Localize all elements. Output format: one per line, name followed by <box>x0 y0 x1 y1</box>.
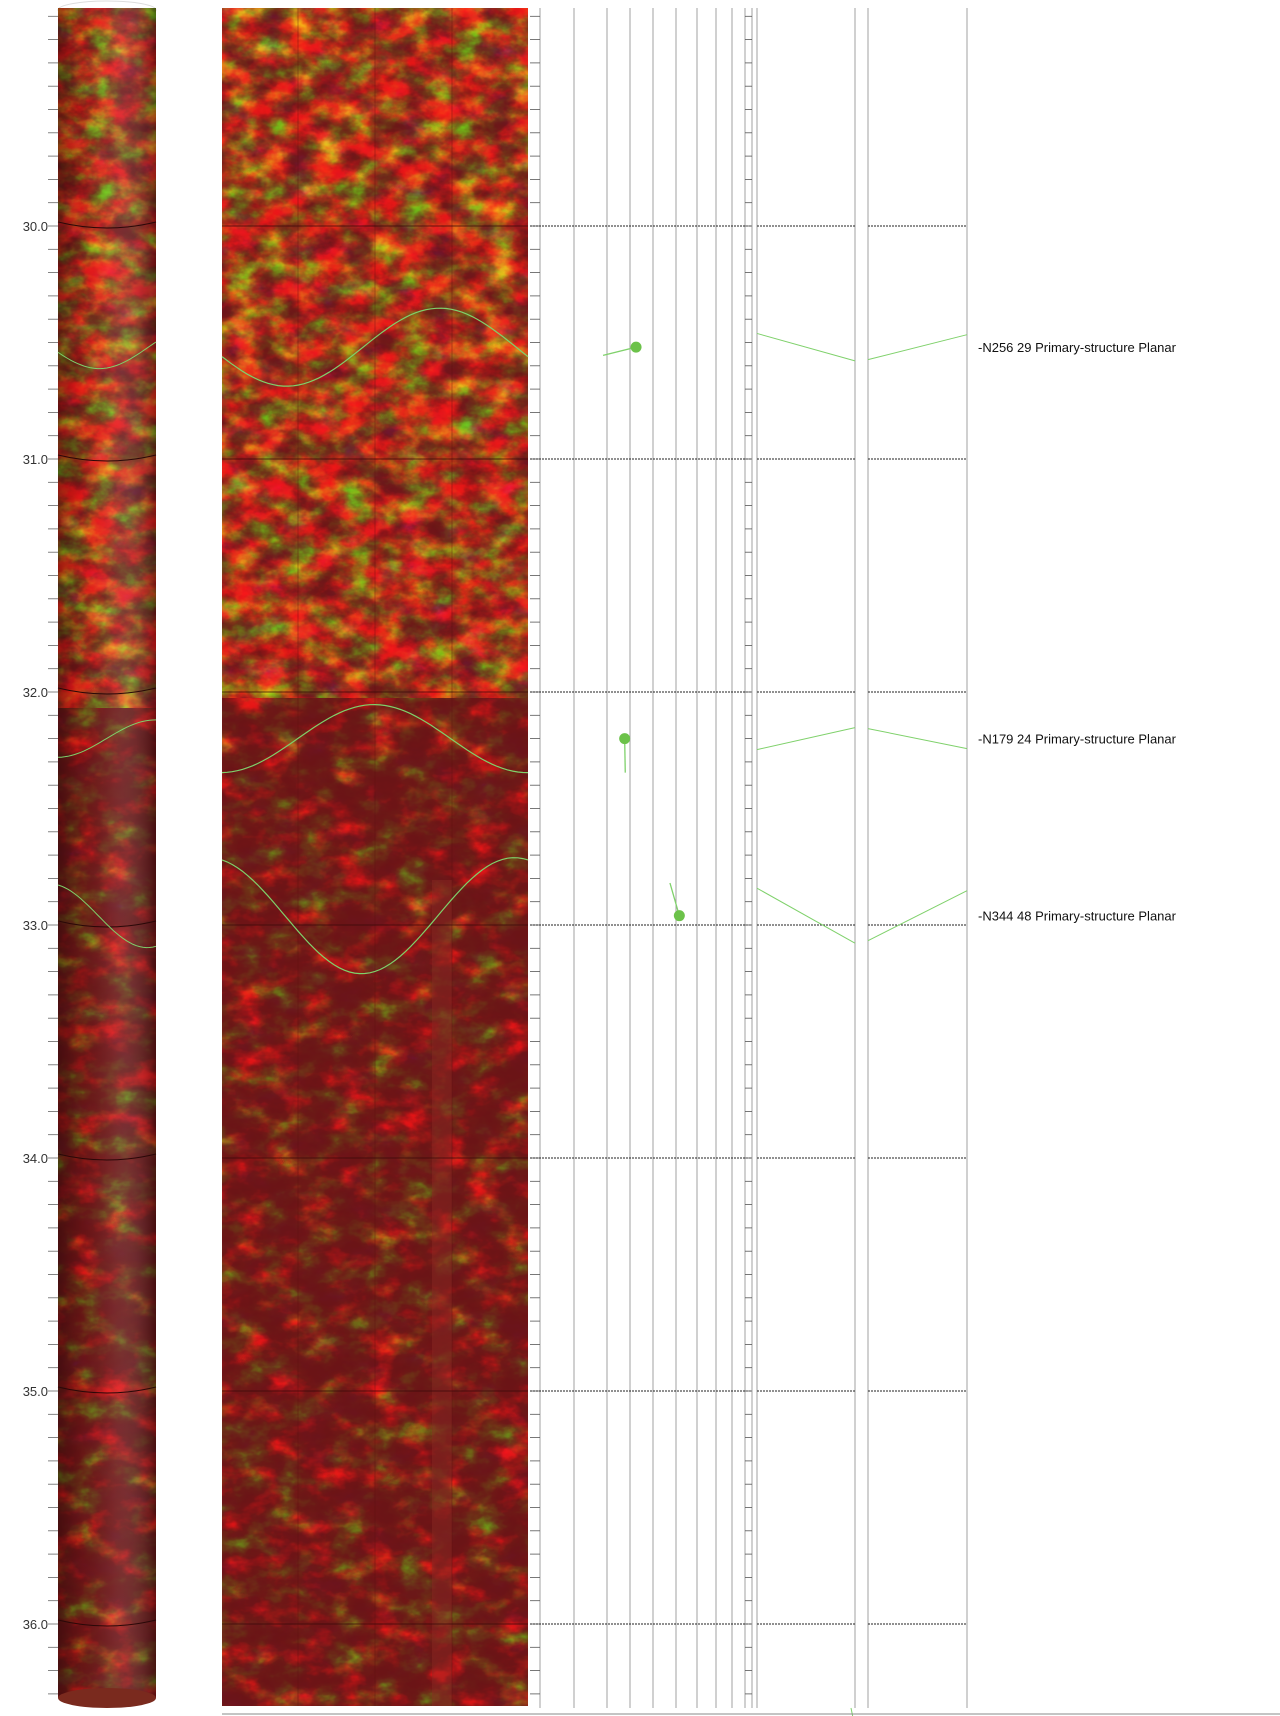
stick-left <box>756 332 856 362</box>
image-structure-sines <box>221 307 529 975</box>
structure-sine <box>221 703 529 774</box>
tadpole-markers <box>602 341 685 922</box>
feature-labels: -N256 29 Primary-structure Planar -N179 2… <box>978 340 1177 924</box>
tadpole-head <box>630 341 642 353</box>
structure-sine <box>221 307 529 387</box>
core-depth-ring <box>57 1619 157 1627</box>
tadpole-tail <box>624 738 626 773</box>
depth-label: 34.0 <box>23 1151 48 1166</box>
core-depth-ring <box>57 454 157 462</box>
depth-label: 31.0 <box>23 452 48 467</box>
image-depth-lines <box>222 225 528 1625</box>
dip-track-depth-lines <box>530 225 752 1625</box>
tadpole-tail <box>602 346 637 357</box>
stick-right <box>867 334 968 361</box>
tadpole-head <box>619 733 631 745</box>
feature-label: -N179 24 Primary-structure Planar <box>978 732 1177 747</box>
feature-label: -N256 29 Primary-structure Planar <box>978 340 1177 355</box>
stick-left <box>756 887 856 944</box>
stick-track <box>745 8 968 1716</box>
depth-label: 33.0 <box>23 918 48 933</box>
tadpole-tail <box>669 882 680 916</box>
core-depth-ring <box>57 1386 157 1394</box>
core-depth-rings <box>48 15 157 1695</box>
core-depth-ring <box>57 1153 157 1161</box>
depth-label: 30.0 <box>23 219 48 234</box>
stick-track-grid <box>751 8 968 1708</box>
depth-label: 36.0 <box>23 1617 48 1632</box>
stick-left <box>756 727 856 751</box>
depth-axis: 30.0 31.0 32.0 33.0 34.0 35.0 36.0 <box>23 219 48 1632</box>
stick-right <box>867 728 968 750</box>
core-structure-trace <box>57 719 157 758</box>
dip-track-ticks <box>530 15 540 1695</box>
stick-right <box>867 890 968 942</box>
core-structure-trace <box>57 341 157 370</box>
dip-track <box>530 8 752 1708</box>
core-depth-ring <box>57 221 157 229</box>
core-structure-traces <box>57 341 157 949</box>
core-depth-ring <box>57 687 157 695</box>
bottom-partial-stick <box>850 1707 854 1716</box>
core-depth-ring <box>57 920 157 928</box>
stick-track-ticks <box>745 15 752 1695</box>
structure-sine <box>221 857 529 975</box>
tadpole-head <box>673 910 685 922</box>
feature-label: -N344 48 Primary-structure Planar <box>978 909 1177 924</box>
stick-track-depth-lines <box>757 225 967 1625</box>
depth-label: 32.0 <box>23 685 48 700</box>
core-cylinder <box>48 0 157 1708</box>
depth-label: 35.0 <box>23 1384 48 1399</box>
unwrapped-image <box>221 8 529 1706</box>
core-structure-trace <box>57 884 157 949</box>
stick-markers <box>756 332 968 1716</box>
dip-track-grid <box>539 8 746 1708</box>
